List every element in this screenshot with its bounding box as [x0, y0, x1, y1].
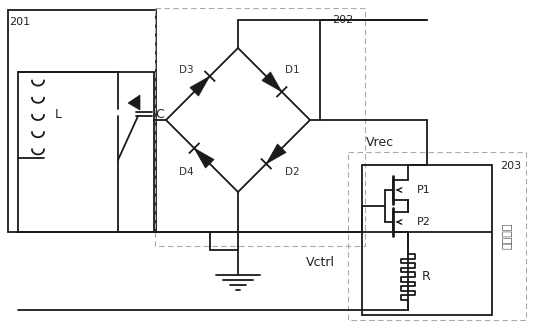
Polygon shape	[128, 95, 140, 110]
Bar	[155, 8, 365, 246]
Text: C: C	[155, 108, 165, 120]
Text: 202: 202	[332, 15, 354, 25]
Text: D2: D2	[285, 167, 299, 177]
Polygon shape	[194, 148, 214, 168]
Text: L: L	[55, 109, 62, 121]
Text: R: R	[422, 271, 430, 283]
Text: 场强检测: 场强检测	[503, 223, 513, 249]
Text: P2: P2	[417, 217, 431, 227]
Polygon shape	[266, 144, 286, 164]
Text: D3: D3	[178, 65, 193, 75]
Polygon shape	[190, 76, 210, 96]
Bar	[362, 165, 492, 315]
Text: 201: 201	[10, 17, 31, 27]
Text: Vrec: Vrec	[366, 136, 394, 150]
Polygon shape	[262, 72, 282, 92]
Text: Vctrl: Vctrl	[306, 256, 334, 270]
Text: D4: D4	[178, 167, 193, 177]
Text: 203: 203	[501, 161, 522, 171]
Text: P1: P1	[417, 185, 431, 195]
Bar	[8, 10, 156, 232]
Text: D1: D1	[285, 65, 299, 75]
Bar	[348, 152, 526, 320]
